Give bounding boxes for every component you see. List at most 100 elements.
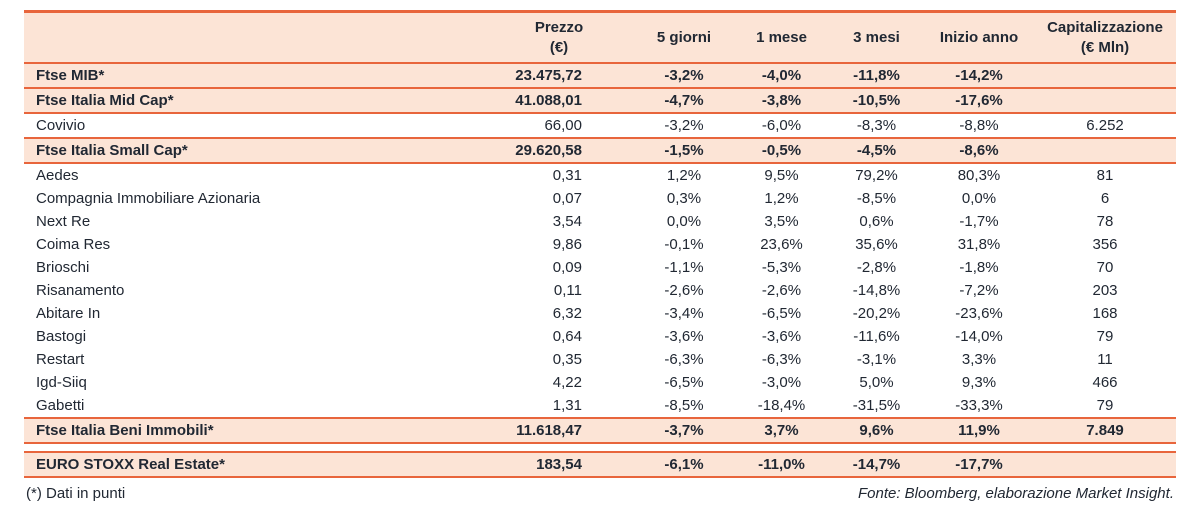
value-cell: 11.618,47: [484, 417, 634, 444]
value-cell: 1,2%: [666, 167, 702, 184]
value-cell: -10,5%: [829, 87, 924, 114]
row-label: Ftse Italia Mid Cap*: [24, 87, 484, 114]
value-cell: -3,6%: [761, 328, 802, 345]
value-cell: -8,6%: [924, 137, 1034, 164]
stock-row: Aedes 0,31 1,2% 9,5% 79,2% 80,3% 81: [24, 163, 1176, 187]
row-label: Coima Res: [36, 236, 111, 253]
value-cell: 31,8%: [957, 236, 1001, 253]
value-cell: 78: [1096, 213, 1114, 230]
value-cell: 9,6%: [829, 417, 924, 444]
stock-row: Risanamento 0,11 -2,6% -2,6% -14,8% -7,2% 203: [24, 279, 1176, 302]
stock-row: Compagnia Immobiliare Azionaria 0,07 0,3% 1…: [24, 187, 1176, 210]
spacer-row: [24, 443, 1176, 452]
spacer-cell: [24, 443, 1176, 452]
value-cell: -8,8%: [959, 117, 999, 134]
value-cell: 6: [1100, 190, 1110, 207]
value-cell: -3,8%: [734, 87, 829, 114]
value-cell: 11,9%: [924, 417, 1034, 444]
value-cell: 9,86: [552, 236, 582, 253]
source-attribution: Fonte: Bloomberg, elaborazione Market In…: [857, 485, 1174, 502]
footnote-dati-in-punti: (*) Dati in punti: [26, 485, 126, 502]
value-cell: -11,8%: [829, 62, 924, 89]
value-cell: -3,2%: [634, 62, 734, 89]
value-cell: 3,5%: [764, 213, 799, 230]
column-header-capitalizzazione: Capitalizzazione (€ Mln): [1034, 11, 1176, 63]
stock-row: Gabetti 1,31 -8,5% -18,4% -31,5% -33,3% 79: [24, 394, 1176, 418]
table-body: Ftse MIB* 23.475,72 -3,2% -4,0% -11,8% -14,2%…: [24, 62, 1176, 478]
value-cell: [1034, 137, 1176, 164]
value-cell: -17,6%: [924, 87, 1034, 114]
table-footer: (*) Dati in punti Fonte: Bloomberg, elab…: [24, 485, 1176, 502]
value-cell: -4,7%: [634, 87, 734, 114]
row-label: Aedes: [36, 167, 79, 184]
stock-row: Covivio 66,00 -3,2% -6,0% -8,3% -8,8% 6.252: [24, 113, 1176, 138]
index-row: EURO STOXX Real Estate* 183,54 -6,1% -11,0%…: [24, 451, 1176, 478]
value-cell: -6,3%: [664, 351, 704, 368]
row-label: Ftse Italia Small Cap*: [24, 137, 484, 164]
value-cell: 80,3%: [957, 167, 1001, 184]
value-cell: -11,6%: [853, 328, 900, 345]
value-cell: 79,2%: [855, 167, 898, 184]
value-cell: 0,0%: [961, 190, 997, 207]
value-cell: -17,7%: [924, 451, 1034, 478]
value-cell: 356: [1092, 236, 1118, 253]
column-header-prezzo: Prezzo (€): [484, 11, 634, 63]
row-label: Covivio: [36, 117, 86, 134]
real-estate-market-table: Prezzo (€) 5 giorni 1 mese 3 mesi Inizio…: [24, 10, 1176, 478]
value-cell: -2,6%: [761, 282, 802, 299]
value-cell: -3,1%: [856, 351, 897, 368]
value-cell: 466: [1092, 374, 1118, 391]
value-cell: -4,0%: [734, 62, 829, 89]
value-cell: -14,7%: [829, 451, 924, 478]
value-cell: 1,31: [552, 397, 582, 414]
value-cell: 79: [1096, 397, 1114, 414]
value-cell: -8,5%: [664, 397, 704, 414]
index-row: Ftse MIB* 23.475,72 -3,2% -4,0% -11,8% -14,2%: [24, 62, 1176, 89]
value-cell: 35,6%: [855, 236, 898, 253]
row-label: Igd-Siiq: [36, 374, 87, 391]
value-cell: 0,64: [552, 328, 582, 345]
column-header-1-mese: 1 mese: [734, 11, 829, 63]
value-cell: 183,54: [484, 451, 634, 478]
value-cell: -11,0%: [734, 451, 829, 478]
value-cell: -4,5%: [829, 137, 924, 164]
value-cell: -6,0%: [761, 117, 802, 134]
value-cell: 0,31: [552, 167, 582, 184]
value-cell: 29.620,58: [484, 137, 634, 164]
value-cell: [1034, 62, 1176, 89]
value-cell: -20,2%: [852, 305, 901, 322]
stock-row: Next Re 3,54 0,0% 3,5% 0,6% -1,7% 78: [24, 210, 1176, 233]
value-cell: 11: [1097, 351, 1113, 368]
column-header-5-giorni: 5 giorni: [634, 11, 734, 63]
value-cell: -31,5%: [852, 397, 901, 414]
value-cell: [1034, 87, 1176, 114]
value-cell: 0,3%: [666, 190, 702, 207]
value-cell: 5,0%: [859, 374, 894, 391]
index-row: Ftse Italia Mid Cap* 41.088,01 -4,7% -3,8% -…: [24, 87, 1176, 114]
value-cell: 4,22: [552, 374, 582, 391]
row-label: Ftse Italia Beni Immobili*: [24, 417, 484, 444]
value-cell: 79: [1096, 328, 1114, 345]
value-cell: 0,07: [552, 190, 582, 207]
value-cell: 66,00: [544, 117, 582, 134]
value-cell: -5,3%: [761, 259, 802, 276]
value-cell: -6,1%: [634, 451, 734, 478]
value-cell: -18,4%: [757, 397, 806, 414]
value-cell: -6,5%: [761, 305, 802, 322]
index-row: Ftse Italia Beni Immobili* 11.618,47 -3,7%…: [24, 417, 1176, 444]
value-cell: 70: [1096, 259, 1114, 276]
value-cell: -1,1%: [664, 259, 704, 276]
value-cell: -14,0%: [955, 328, 1003, 345]
value-cell: -1,7%: [959, 213, 999, 230]
value-cell: 0,11: [553, 282, 582, 299]
value-cell: -6,3%: [761, 351, 802, 368]
row-label: Next Re: [36, 213, 91, 230]
stock-row: Coima Res 9,86 -0,1% 23,6% 35,6% 31,8% 356: [24, 233, 1176, 256]
row-label: Brioschi: [36, 259, 90, 276]
value-cell: -0,5%: [734, 137, 829, 164]
row-label: EURO STOXX Real Estate*: [24, 451, 484, 478]
value-cell: 0,6%: [859, 213, 894, 230]
value-cell: 9,3%: [961, 374, 997, 391]
value-cell: -3,0%: [761, 374, 802, 391]
